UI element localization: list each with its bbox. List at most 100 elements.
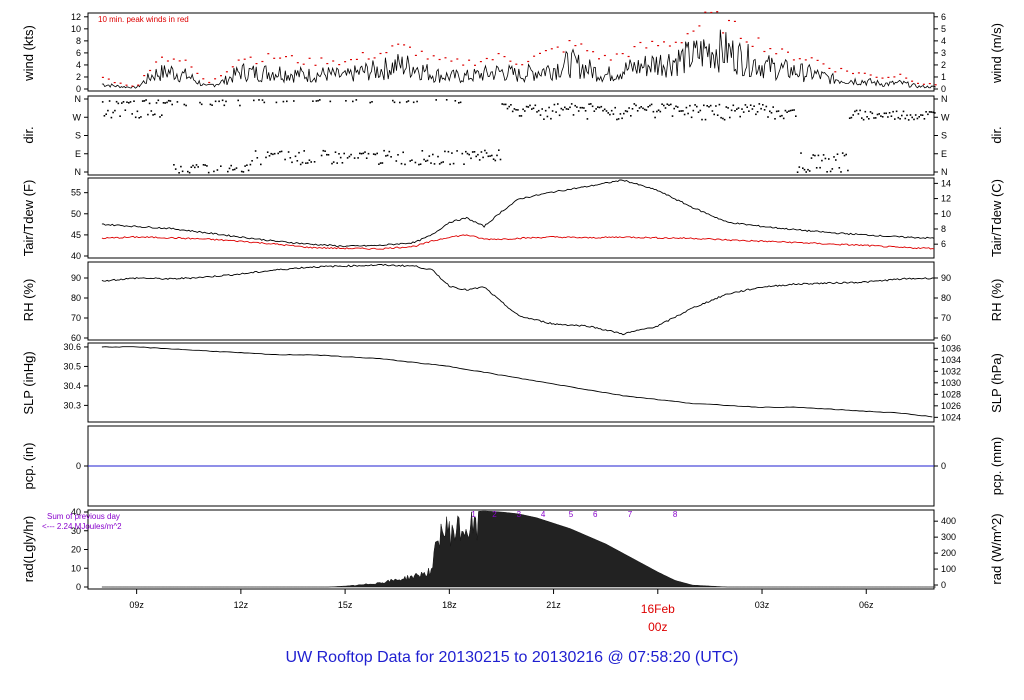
wind-direction-point [183,103,186,106]
wind-direction-point [640,106,642,108]
wind-direction-point [133,100,135,102]
peak-wind-mark [468,59,471,61]
wind-direction-point [317,99,319,102]
wind-direction-point [522,108,524,111]
wind-direction-point [668,104,670,106]
y-label-left-temperature: Tair/Tdew (F) [21,180,36,257]
peak-wind-mark [137,84,140,86]
wind-direction-point [343,152,345,155]
wind-direction-point [876,113,879,116]
peak-wind-mark [621,53,624,55]
wind-direction-point [838,167,841,169]
wind-direction-point [425,160,427,162]
wind-direction-point [167,99,170,102]
wind-direction-point [371,101,373,103]
wind-direction-point [572,114,575,116]
y-label-left-wind: wind (kts) [21,25,36,82]
wind-direction-point [666,103,669,105]
wind-direction-point [324,150,326,152]
wind-direction-point [854,110,856,113]
wind-direction-point [334,151,337,153]
wind-direction-point [124,109,127,111]
wind-direction-point [753,105,755,107]
wind-direction-point [357,157,359,159]
peak-wind-mark [178,60,181,62]
wind-direction-point [432,153,434,156]
wind-direction-point [414,161,417,164]
peak-wind-mark [320,57,323,59]
wind-direction-point [353,157,356,159]
wind-direction-point [263,101,266,104]
peak-wind-mark [615,53,618,55]
wind-direction-point [159,116,161,118]
wind-direction-point [202,164,205,166]
rh-ytick-right-label: 90 [941,273,951,283]
wind-direction-point [925,111,927,113]
wind-direction-point [239,104,241,107]
rad-wm2-ytick-label: 200 [941,548,956,558]
wind-speed-line [101,29,936,89]
wind-direction-point [468,153,470,156]
wind-direction-point [524,110,526,112]
wind-direction-point [887,116,889,118]
slp-hpa-ytick-label: 1028 [941,389,961,399]
wind-direction-point [623,112,625,115]
rad-hour-marker: 6 [593,510,598,519]
wind-direction-point [612,113,615,115]
wind-direction-point [734,110,736,112]
wind-direction-point [932,111,934,114]
wind-kts-ytick-label: 2 [76,72,81,82]
dir-ytick-right-label: N [941,94,948,104]
wind-direction-point [716,114,719,116]
wind-direction-point [770,112,773,114]
wind-direction-point [805,171,807,173]
wind-direction-point [918,116,920,118]
wind-direction-point [531,108,533,110]
wind-direction-point [207,171,210,174]
peak-wind-mark [863,72,866,74]
wind-direction-point [833,156,835,158]
wind-direction-point [390,156,392,158]
wind-direction-point [216,169,219,171]
peak-wind-mark [479,61,482,63]
wind-direction-point [418,163,420,166]
wind-direction-point [456,150,458,152]
wind-direction-point [473,151,476,153]
wind-direction-point [147,113,149,116]
peak-wind-mark [131,85,134,87]
wind-direction-point [543,118,545,120]
peak-wind-mark [698,25,701,27]
wind-direction-point [372,153,375,155]
peak-wind-mark [722,32,725,34]
wind-direction-point [527,106,530,108]
rh-ytick-right-label: 60 [941,333,951,343]
wind-direction-point [400,162,403,165]
peak-wind-mark [668,45,671,47]
peak-wind-mark [763,50,766,53]
wind-direction-points [101,99,936,174]
wind-direction-point [633,103,636,105]
wind-direction-point [697,111,700,113]
peak-wind-mark [515,63,518,65]
wind-direction-point [461,152,464,155]
peak-wind-mark [633,46,636,48]
wind-direction-point [331,162,333,165]
wind-ms-ytick-label: 0 [941,84,946,94]
wind-direction-point [720,116,722,119]
wind-direction-point [480,151,483,153]
wind-direction-point [465,150,467,153]
wind-direction-point [808,170,811,172]
wind-direction-point [894,118,896,120]
wind-direction-point [812,154,814,156]
wind-direction-point [864,110,867,113]
wind-direction-point [706,105,708,107]
wind-direction-point [584,110,587,112]
wind-direction-point [798,166,801,168]
wind-direction-point [367,152,370,155]
wind-direction-point [810,157,813,159]
dir-ytick-left-label: S [75,131,81,141]
wind-kts-ytick-label: 8 [76,36,81,46]
wind-direction-point [866,116,868,118]
y-label-right-wind: wind (m/s) [989,23,1004,84]
wind-direction-point [800,152,802,154]
